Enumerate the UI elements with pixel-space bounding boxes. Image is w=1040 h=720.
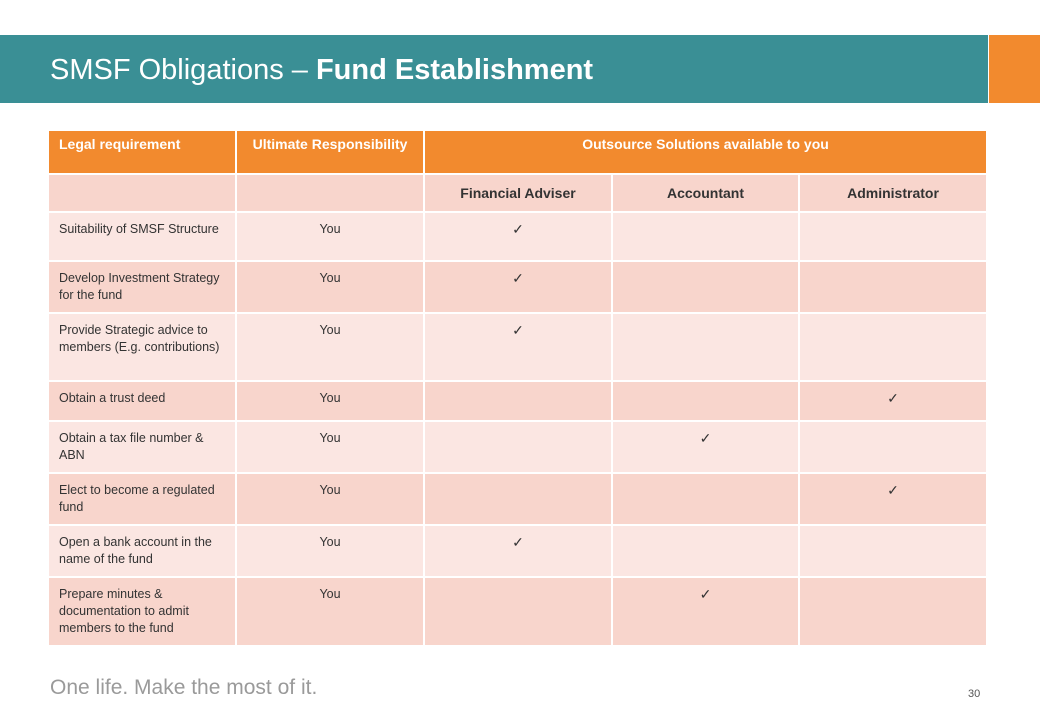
checkmark-icon: ✓ xyxy=(512,270,524,286)
requirement-cell: Elect to become a regulated fund xyxy=(47,472,237,526)
header-row-secondary: Financial Adviser Accountant Administrat… xyxy=(47,173,989,213)
header-legal-requirement: Legal requirement xyxy=(47,129,237,175)
checkmark-icon: ✓ xyxy=(887,390,899,406)
page-number: 30 xyxy=(968,688,981,700)
responsibility-cell: You xyxy=(235,380,425,422)
page-title: SMSF Obligations – Fund Establishment xyxy=(50,35,593,103)
header-financial-adviser: Financial Adviser xyxy=(423,173,613,213)
obligations-table: Legal requirement Ultimate Responsibilit… xyxy=(47,129,989,647)
table-row: Suitability of SMSF Structure You ✓ xyxy=(47,211,989,262)
table-row: Obtain a tax file number & ABN You ✓ xyxy=(47,420,989,474)
responsibility-cell: You xyxy=(235,260,425,314)
header-accountant: Accountant xyxy=(611,173,800,213)
footer-tagline: One life. Make the most of it. xyxy=(50,676,318,699)
checkmark-icon: ✓ xyxy=(699,586,712,602)
administrator-cell xyxy=(797,211,989,262)
checkmark-icon: ✓ xyxy=(699,430,712,446)
financial-adviser-cell xyxy=(423,380,613,422)
requirement-cell: Obtain a trust deed xyxy=(47,380,237,422)
administrator-cell: ✓ xyxy=(797,472,989,526)
requirement-cell: Suitability of SMSF Structure xyxy=(47,211,237,262)
financial-adviser-cell: ✓ xyxy=(423,312,613,382)
title-bar xyxy=(0,35,988,103)
administrator-cell xyxy=(797,524,989,578)
table-row: Elect to become a regulated fund You ✓ xyxy=(47,472,989,526)
accountant-cell: ✓ xyxy=(611,576,800,647)
requirement-cell: Prepare minutes & documentation to admit… xyxy=(47,576,237,647)
accountant-cell xyxy=(611,260,800,314)
responsibility-cell: You xyxy=(235,472,425,526)
responsibility-cell: You xyxy=(235,420,425,474)
administrator-cell xyxy=(797,312,989,382)
header-empty-cell xyxy=(235,173,425,213)
checkmark-icon: ✓ xyxy=(512,322,524,338)
accountant-cell xyxy=(611,211,800,262)
checkmark-icon: ✓ xyxy=(512,221,524,237)
title-accent-block xyxy=(989,35,1040,103)
page-title-bold: Fund Establishment xyxy=(315,54,594,86)
responsibility-cell: You xyxy=(235,524,425,578)
header-row-primary: Legal requirement Ultimate Responsibilit… xyxy=(47,129,989,175)
accountant-cell: ✓ xyxy=(611,420,800,474)
financial-adviser-cell: ✓ xyxy=(423,211,613,262)
administrator-cell xyxy=(797,576,989,647)
administrator-cell: ✓ xyxy=(797,380,989,422)
requirement-cell: Provide Strategic advice to members (E.g… xyxy=(47,312,237,382)
financial-adviser-cell: ✓ xyxy=(423,524,613,578)
table-body: Suitability of SMSF Structure You ✓ Develop… xyxy=(47,211,989,647)
page-title-prefix: SMSF Obligations – xyxy=(50,54,316,86)
table-row: Open a bank account in the name of the f… xyxy=(47,524,989,578)
header-administrator: Administrator xyxy=(797,173,989,213)
accountant-cell xyxy=(611,312,800,382)
responsibility-cell: You xyxy=(235,576,425,647)
responsibility-cell: You xyxy=(235,211,425,262)
table-row: Prepare minutes & documentation to admit… xyxy=(47,576,989,647)
table-row: Develop Investment Strategy for the fund… xyxy=(47,260,989,314)
financial-adviser-cell xyxy=(423,576,613,647)
checkmark-icon: ✓ xyxy=(887,482,899,498)
administrator-cell xyxy=(797,260,989,314)
header-outsource-solutions: Outsource Solutions available to you xyxy=(422,129,989,175)
financial-adviser-cell xyxy=(423,420,613,474)
table-row: Obtain a trust deed You ✓ xyxy=(47,380,989,422)
checkmark-icon: ✓ xyxy=(512,534,524,550)
requirement-cell: Develop Investment Strategy for the fund xyxy=(47,260,237,314)
requirement-cell: Open a bank account in the name of the f… xyxy=(47,524,237,578)
accountant-cell xyxy=(611,524,800,578)
header-empty-cell xyxy=(47,173,237,213)
administrator-cell xyxy=(797,420,989,474)
accountant-cell xyxy=(611,472,800,526)
header-ultimate-responsibility: Ultimate Responsibility xyxy=(235,129,425,175)
financial-adviser-cell xyxy=(423,472,613,526)
table-row: Provide Strategic advice to members (E.g… xyxy=(47,312,989,382)
accountant-cell xyxy=(611,380,800,422)
financial-adviser-cell: ✓ xyxy=(423,260,613,314)
responsibility-cell: You xyxy=(235,312,425,382)
requirement-cell: Obtain a tax file number & ABN xyxy=(47,420,237,474)
